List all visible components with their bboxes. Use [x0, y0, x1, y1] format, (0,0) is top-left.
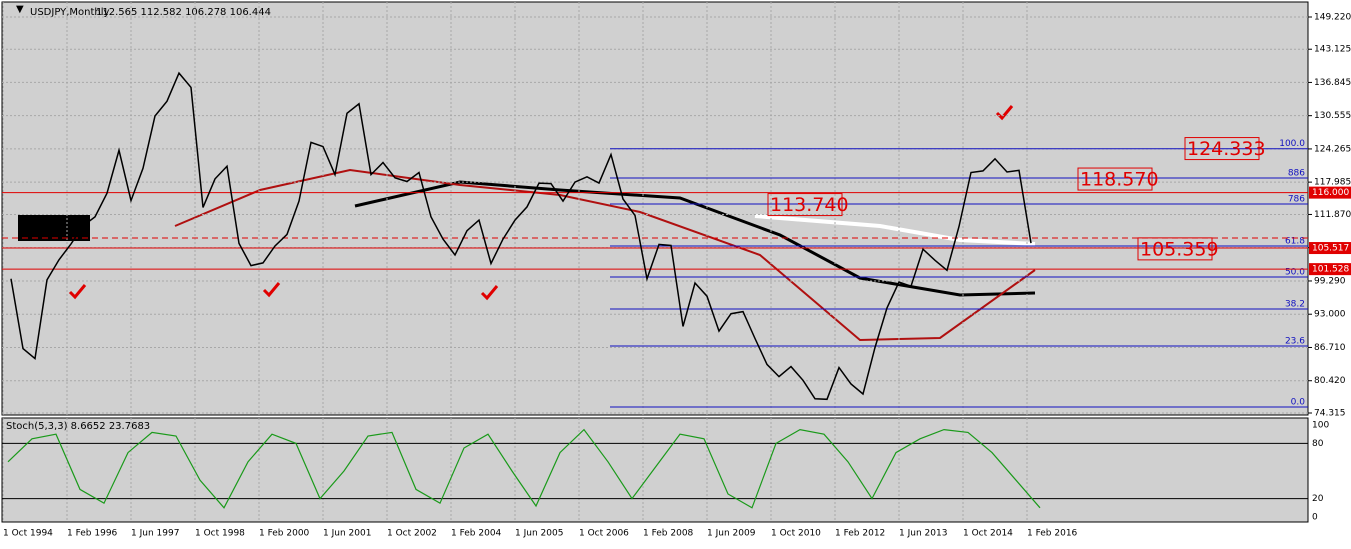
time-label: 1 Feb 2004: [451, 529, 502, 539]
price-label: 111.870: [1314, 210, 1351, 220]
annotation: 105.359: [1140, 238, 1219, 260]
annotation: 118.570: [1080, 169, 1159, 191]
hidden-labels: [18, 215, 90, 241]
moving-average: [174, 168, 1036, 342]
fib-label: 886: [1288, 168, 1305, 178]
price-line-series: [10, 71, 1032, 401]
price-label: 117.985: [1314, 178, 1351, 188]
price-box: [1309, 263, 1351, 276]
time-label: 1 Jun 2009: [707, 529, 756, 539]
fib-label: 61.8: [1285, 237, 1305, 247]
price-box: [1309, 186, 1351, 199]
time-label: 1 Feb 1996: [67, 529, 118, 539]
stoch-axis-label: 100: [1312, 421, 1329, 431]
ohlc: 112.565 112.582 106.278 106.444: [96, 7, 271, 18]
header-marker: ▼: [16, 4, 24, 15]
fib-label: 23.6: [1285, 336, 1305, 346]
stoch-axis-label: 0: [1312, 513, 1318, 523]
price-label: 130.555: [1314, 111, 1351, 121]
price-label: 86.710: [1314, 343, 1346, 353]
stoch-main: [7, 428, 1041, 509]
stoch-panel: [1, 417, 1309, 523]
time-label: 1 Oct 1994: [3, 529, 53, 539]
time-label: 1 Jun 2013: [899, 529, 947, 539]
price-label: 124.265: [1314, 144, 1351, 154]
fib-label: 38.2: [1285, 299, 1305, 309]
fib-label: 0.0: [1291, 397, 1306, 407]
annotation: 113.740: [770, 194, 849, 216]
price-label: 136.845: [1314, 78, 1351, 88]
price-label: 149.220: [1314, 13, 1351, 23]
time-label: 1 Oct 2014: [963, 529, 1013, 539]
price-label: 93.000: [1314, 310, 1346, 320]
price-label: 99.290: [1314, 276, 1346, 286]
price-label: 143.125: [1314, 45, 1351, 55]
annotation-box: [1137, 237, 1213, 261]
price-box-label: 105.517: [1312, 244, 1349, 254]
price-label: 74.315: [1314, 409, 1346, 419]
moving-average: [354, 180, 1036, 297]
time-label: 1 Jun 2001: [323, 529, 371, 539]
price-box-label: 116.000: [1312, 188, 1349, 198]
time-label: 1 Feb 2000: [259, 529, 310, 539]
time-label: 1 Feb 2012: [835, 529, 885, 539]
annotation-box: [767, 193, 843, 217]
time-label: 1 Feb 2016: [1027, 529, 1078, 539]
time-label: 1 Oct 2002: [387, 529, 437, 539]
fib-label: 100.0: [1279, 139, 1305, 149]
main-panel: [1, 1, 1309, 416]
annotation-box: [1077, 167, 1153, 191]
fib-label: 50.0: [1285, 267, 1305, 277]
fib-label: 786: [1288, 194, 1305, 204]
stoch-title: Stoch(5,3,3) 8.6652 23.7683: [6, 421, 150, 432]
price-label: 80.420: [1314, 376, 1346, 386]
time-label: 1 Jun 2005: [515, 529, 563, 539]
symbol: USDJPY,Monthly: [30, 7, 110, 18]
price-box: [1309, 242, 1351, 255]
time-label: 1 Oct 1998: [195, 529, 245, 539]
annotation-box: [1184, 137, 1260, 161]
annotation: 124.333: [1187, 138, 1266, 160]
price-box-label: 101.528: [1312, 265, 1349, 275]
time-label: 1 Jun 1997: [131, 529, 179, 539]
time-label: 1 Feb 2008: [643, 529, 694, 539]
check-marks: [68, 105, 1014, 301]
time-label: 1 Oct 2006: [579, 529, 629, 539]
time-label: 1 Oct 2010: [771, 529, 821, 539]
stoch-axis-label: 20: [1312, 494, 1324, 504]
stoch-axis-label: 80: [1312, 439, 1324, 449]
trend-line: [754, 214, 1036, 246]
